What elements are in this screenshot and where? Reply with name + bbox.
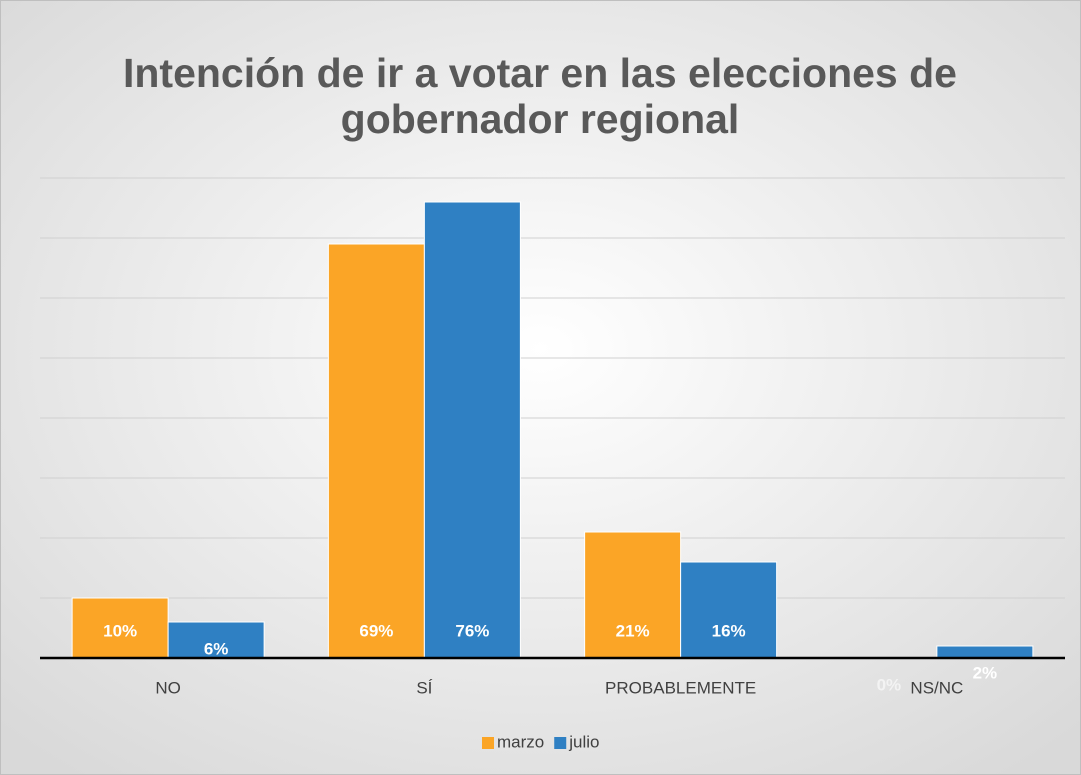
- data-label: 21%: [616, 621, 650, 640]
- bar: [680, 561, 778, 659]
- legend-swatch: [554, 737, 567, 749]
- legend-label: marzo: [497, 732, 544, 751]
- bar: [327, 243, 425, 659]
- data-label: 2%: [973, 663, 998, 682]
- data-label: 76%: [455, 621, 489, 640]
- bar: [423, 201, 521, 659]
- legend-label: julio: [568, 732, 599, 751]
- chart-title: Intención de ir a votar en las eleccione…: [123, 50, 957, 96]
- x-tick-label: NO: [155, 678, 181, 697]
- data-label: 16%: [712, 621, 746, 640]
- x-tick-label: PROBABLEMENTE: [605, 678, 756, 697]
- data-label: 0%: [877, 675, 902, 694]
- data-label: 6%: [204, 639, 229, 658]
- data-label: 10%: [103, 621, 137, 640]
- legend-swatch: [482, 737, 494, 749]
- data-label: 69%: [359, 621, 393, 640]
- chart-title: gobernador regional: [341, 96, 740, 142]
- x-tick-label: NS/NC: [910, 678, 963, 697]
- bar: [936, 645, 1034, 659]
- x-tick-label: SÍ: [416, 678, 432, 697]
